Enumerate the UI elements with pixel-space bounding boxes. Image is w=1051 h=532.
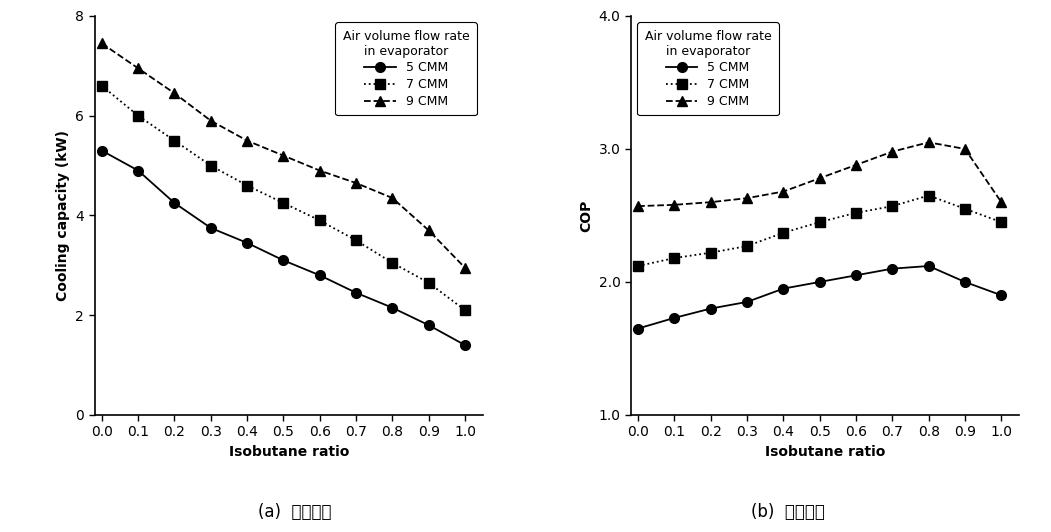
5 CMM [96, 147, 108, 154]
9 CMM [741, 195, 754, 202]
9 CMM [313, 168, 326, 174]
7 CMM [241, 182, 253, 189]
9 CMM [995, 199, 1008, 205]
Line: 5 CMM: 5 CMM [634, 261, 1006, 334]
Y-axis label: COP: COP [579, 200, 593, 231]
7 CMM [205, 162, 218, 169]
5 CMM [813, 279, 826, 285]
X-axis label: Isobutane ratio: Isobutane ratio [229, 445, 349, 459]
7 CMM [886, 203, 899, 209]
5 CMM [277, 257, 290, 263]
7 CMM [995, 219, 1008, 226]
9 CMM [205, 118, 218, 124]
5 CMM [313, 272, 326, 279]
9 CMM [849, 162, 862, 168]
7 CMM [668, 255, 681, 261]
5 CMM [849, 272, 862, 279]
7 CMM [959, 206, 971, 212]
5 CMM [205, 225, 218, 231]
7 CMM [423, 280, 435, 286]
9 CMM [423, 227, 435, 234]
Line: 9 CMM: 9 CMM [634, 137, 1006, 211]
7 CMM [813, 219, 826, 226]
5 CMM [632, 326, 644, 332]
Text: (a)  냉방용량: (a) 냉방용량 [257, 503, 331, 521]
X-axis label: Isobutane ratio: Isobutane ratio [765, 445, 885, 459]
7 CMM [923, 193, 935, 199]
7 CMM [741, 243, 754, 249]
5 CMM [741, 299, 754, 305]
7 CMM [277, 200, 290, 206]
5 CMM [923, 263, 935, 269]
9 CMM [168, 90, 181, 96]
9 CMM [813, 175, 826, 181]
9 CMM [350, 180, 363, 186]
5 CMM [241, 240, 253, 246]
7 CMM [849, 210, 862, 216]
7 CMM [168, 137, 181, 144]
7 CMM [350, 237, 363, 244]
Line: 7 CMM: 7 CMM [634, 190, 1006, 271]
9 CMM [458, 264, 471, 271]
5 CMM [423, 322, 435, 328]
7 CMM [96, 82, 108, 89]
Y-axis label: Cooling capacity (kW): Cooling capacity (kW) [56, 130, 69, 301]
Text: (b)  성능계수: (b) 성능계수 [751, 503, 825, 521]
7 CMM [131, 113, 144, 119]
7 CMM [704, 250, 717, 256]
9 CMM [241, 137, 253, 144]
7 CMM [386, 260, 398, 266]
7 CMM [313, 217, 326, 223]
9 CMM [386, 195, 398, 201]
9 CMM [96, 40, 108, 47]
9 CMM [923, 139, 935, 146]
9 CMM [886, 148, 899, 155]
Line: 7 CMM: 7 CMM [97, 81, 470, 315]
7 CMM [458, 307, 471, 313]
Legend: 5 CMM, 7 CMM, 9 CMM: 5 CMM, 7 CMM, 9 CMM [335, 22, 477, 115]
5 CMM [886, 265, 899, 272]
5 CMM [777, 286, 789, 292]
9 CMM [632, 203, 644, 209]
9 CMM [959, 146, 971, 152]
5 CMM [168, 200, 181, 206]
5 CMM [668, 315, 681, 321]
5 CMM [959, 279, 971, 285]
5 CMM [350, 289, 363, 296]
5 CMM [458, 342, 471, 348]
Legend: 5 CMM, 7 CMM, 9 CMM: 5 CMM, 7 CMM, 9 CMM [637, 22, 779, 115]
7 CMM [632, 263, 644, 269]
9 CMM [131, 65, 144, 71]
7 CMM [777, 230, 789, 236]
Line: 9 CMM: 9 CMM [97, 38, 470, 273]
5 CMM [131, 168, 144, 174]
9 CMM [704, 199, 717, 205]
5 CMM [995, 292, 1008, 298]
5 CMM [704, 305, 717, 312]
9 CMM [777, 188, 789, 195]
5 CMM [386, 304, 398, 311]
Line: 5 CMM: 5 CMM [97, 146, 470, 350]
9 CMM [668, 202, 681, 208]
9 CMM [277, 153, 290, 159]
